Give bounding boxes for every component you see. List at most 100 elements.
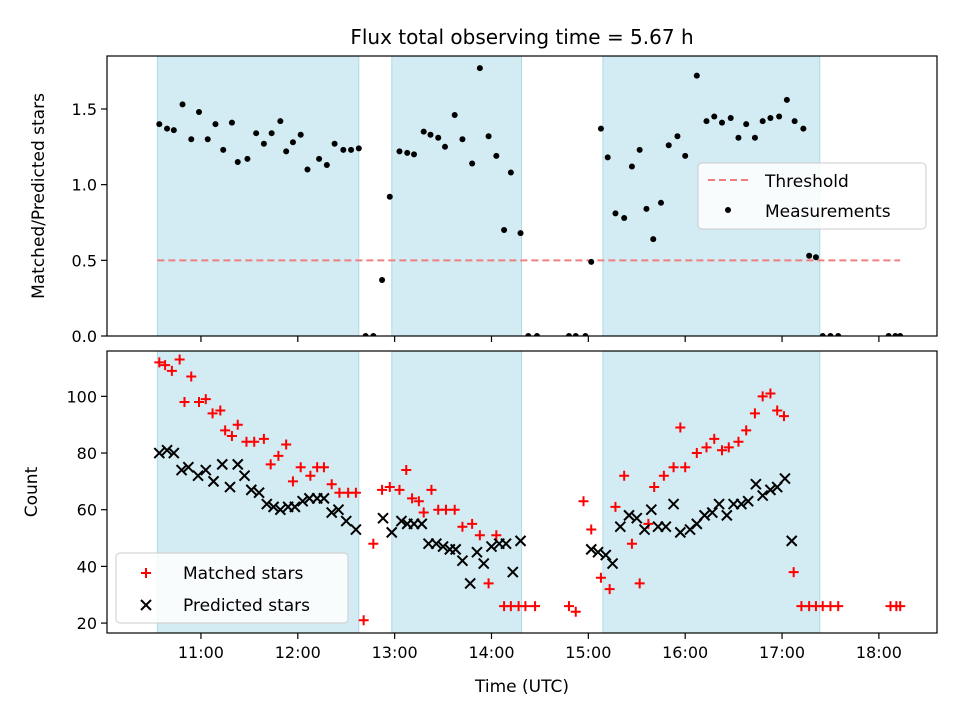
measurement-point xyxy=(650,236,657,243)
measurement-point xyxy=(234,158,241,165)
predicted-star-point xyxy=(224,481,236,493)
matched-star-point xyxy=(179,397,190,408)
y-axis-label: Matched/Predicted stars xyxy=(29,93,49,299)
matched-star-point xyxy=(474,530,485,541)
measurement-point xyxy=(751,134,758,141)
measurement-point xyxy=(718,119,725,126)
matched-star-point xyxy=(701,442,712,453)
x-axis-label: Time (UTC) xyxy=(474,677,569,697)
measurement-point xyxy=(743,121,750,128)
predicted-star-point xyxy=(161,444,173,456)
measurement-point xyxy=(835,333,842,336)
measurement-point xyxy=(323,161,330,168)
matched-star-point xyxy=(716,445,727,456)
matched-star-point xyxy=(833,601,844,612)
measurement-point xyxy=(196,109,203,115)
matched-star-point xyxy=(634,578,645,589)
matched-star-point xyxy=(610,501,621,512)
matched-star-point xyxy=(626,538,637,549)
y-axis-label: Count xyxy=(22,466,42,517)
predicted-star-point xyxy=(500,538,512,550)
matched-star-point xyxy=(200,394,211,405)
measurement-point xyxy=(355,145,362,152)
matched-star-point xyxy=(287,476,298,487)
y-tick-label: 60 xyxy=(77,501,97,520)
predicted-star-point xyxy=(325,506,338,519)
matched-star-point xyxy=(520,601,531,612)
predicted-star-point xyxy=(485,540,498,553)
x-tick-label: 17:00 xyxy=(759,643,805,662)
predicted-star-point xyxy=(660,521,672,533)
matched-star-point xyxy=(757,391,768,402)
measurement-point xyxy=(268,130,275,137)
x-tick-label: 16:00 xyxy=(662,643,708,662)
measurement-point xyxy=(897,333,904,336)
matched-star-point xyxy=(457,521,468,532)
measurement-point xyxy=(565,333,572,336)
legend-predicted-swatch xyxy=(140,599,152,611)
predicted-star-point xyxy=(182,461,195,473)
predicted-star-point xyxy=(478,557,490,570)
predicted-star-point xyxy=(623,509,635,522)
predicted-star-point xyxy=(332,504,345,516)
matched-star-point xyxy=(449,504,460,515)
matched-star-point xyxy=(723,442,734,453)
legend-box xyxy=(697,162,927,230)
measurement-point xyxy=(289,139,296,146)
matched-star-point xyxy=(207,408,218,419)
measurement-point xyxy=(892,333,899,336)
measurement-point xyxy=(179,101,186,108)
measurement-point xyxy=(693,72,700,79)
matched-star-point xyxy=(384,482,395,493)
predicted-star-point xyxy=(175,464,188,476)
matched-star-point xyxy=(326,479,337,490)
predicted-star-point xyxy=(296,495,309,507)
measurement-point xyxy=(783,96,790,103)
matched-star-point xyxy=(334,487,345,498)
matched-star-point xyxy=(350,487,361,498)
measurement-point xyxy=(170,127,177,134)
measurement-point xyxy=(396,148,403,155)
predicted-star-point xyxy=(721,509,733,522)
predicted-star-point xyxy=(238,469,251,482)
measurement-point xyxy=(517,230,524,237)
matched-star-point xyxy=(318,462,329,473)
x-tick-label: 18:00 xyxy=(856,643,902,662)
measurement-point xyxy=(451,112,458,119)
measurement-point xyxy=(604,154,611,161)
measurement-point xyxy=(379,277,386,283)
predicted-star-point xyxy=(200,464,212,476)
predicted-star-point xyxy=(735,498,748,510)
matched-star-point xyxy=(595,572,606,583)
y-tick-label: 100 xyxy=(66,387,97,406)
matched-star-point xyxy=(733,436,744,447)
predicted-star-point xyxy=(667,498,680,510)
measurement-point xyxy=(493,152,500,159)
predicted-star-point xyxy=(606,557,619,570)
predicted-star-point xyxy=(289,501,301,513)
matched-star-point xyxy=(680,462,691,473)
measurement-point xyxy=(442,143,449,150)
measurement-point xyxy=(588,258,595,265)
shaded-span-2 xyxy=(391,56,523,336)
predicted-star-point xyxy=(674,526,687,539)
measurement-point xyxy=(459,136,466,143)
predicted-star-point xyxy=(153,447,166,459)
matched-star-point xyxy=(281,439,292,450)
measurement-point xyxy=(228,119,235,126)
matched-star-point xyxy=(749,408,760,419)
y-tick-label: 1.0 xyxy=(72,176,97,195)
matched-star-point xyxy=(619,470,630,481)
matched-star-point xyxy=(358,615,369,626)
matched-star-point xyxy=(483,578,494,589)
predicted-star-point xyxy=(713,498,725,510)
measurement-point xyxy=(370,333,377,336)
predicted-star-point xyxy=(456,555,469,567)
predicted-star-point xyxy=(386,526,398,539)
matched-star-point xyxy=(491,530,502,541)
matched-star-point xyxy=(788,567,799,578)
predicted-star-point xyxy=(464,577,476,590)
matched-star-point xyxy=(186,371,197,382)
measurement-point xyxy=(682,152,689,159)
